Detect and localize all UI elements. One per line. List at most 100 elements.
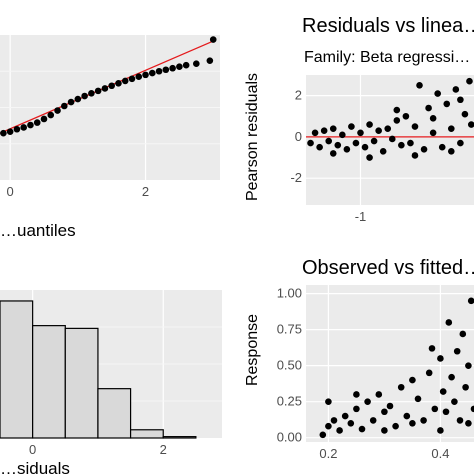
data-point xyxy=(47,111,55,119)
histogram-bar xyxy=(162,436,197,439)
data-point xyxy=(94,87,102,95)
data-point xyxy=(311,129,319,137)
data-point xyxy=(369,417,377,424)
data-point xyxy=(348,123,355,130)
data-point xyxy=(447,148,455,155)
y-tick-label: 1.00 xyxy=(277,286,302,301)
observed-fitted-ylabel: Response xyxy=(244,314,261,386)
data-point xyxy=(445,319,453,326)
data-point xyxy=(428,345,436,352)
data-point xyxy=(393,106,401,114)
data-point xyxy=(353,405,360,413)
qq-plot-xlabel: …uantiles xyxy=(0,221,76,240)
data-point xyxy=(20,124,27,131)
data-point xyxy=(0,129,7,137)
x-tick-label: 2 xyxy=(142,184,149,199)
data-point xyxy=(425,369,433,377)
data-point xyxy=(437,355,444,362)
data-point xyxy=(81,92,88,100)
data-point xyxy=(402,112,410,120)
data-point xyxy=(439,388,447,395)
data-point xyxy=(431,405,439,413)
data-point xyxy=(457,139,464,147)
data-point xyxy=(352,139,360,147)
data-point xyxy=(409,419,416,427)
x-tick-label: 0 xyxy=(29,442,36,457)
data-point xyxy=(459,330,467,338)
residuals-panel: Residuals vs linea… Family: Beta regress… xyxy=(244,15,474,224)
data-point xyxy=(357,129,364,137)
histogram-bar xyxy=(97,388,132,439)
observed-fitted-grid xyxy=(306,285,474,442)
data-point xyxy=(27,121,34,129)
data-point xyxy=(467,297,474,305)
data-point xyxy=(447,125,455,132)
data-point xyxy=(358,425,366,433)
x-tick-label: 0.4 xyxy=(431,446,449,461)
data-point xyxy=(135,73,143,80)
data-point xyxy=(347,419,355,427)
observed-fitted-background xyxy=(306,285,474,442)
histogram-bar xyxy=(129,429,164,439)
x-tick-label: 0.2 xyxy=(319,446,337,461)
data-point xyxy=(409,376,416,384)
data-point xyxy=(115,80,122,87)
data-point xyxy=(453,347,461,355)
data-point xyxy=(366,121,373,128)
data-point xyxy=(108,82,115,90)
data-point xyxy=(434,90,441,97)
data-point xyxy=(128,75,136,83)
data-point xyxy=(40,115,48,123)
histogram-marks xyxy=(0,300,197,439)
data-point xyxy=(452,86,460,93)
data-point xyxy=(176,63,183,71)
data-point xyxy=(467,121,474,128)
data-point xyxy=(162,66,170,74)
residuals-ylabel: Pearson residuals xyxy=(244,73,261,201)
qq-plot-marks xyxy=(0,36,217,137)
data-point xyxy=(429,115,437,122)
data-point xyxy=(398,141,405,149)
data-point xyxy=(155,67,163,75)
data-point xyxy=(316,143,323,151)
data-point xyxy=(366,154,373,161)
data-point xyxy=(392,422,399,430)
data-point xyxy=(442,408,450,416)
data-point xyxy=(353,391,360,398)
data-point xyxy=(375,127,382,135)
data-point xyxy=(206,57,214,64)
data-point xyxy=(411,152,419,159)
data-point xyxy=(429,129,437,137)
data-point xyxy=(393,117,401,124)
data-point xyxy=(407,139,414,147)
data-point xyxy=(121,77,129,85)
data-point xyxy=(320,127,328,135)
data-point xyxy=(437,427,444,434)
data-point xyxy=(443,100,451,108)
histogram-bar xyxy=(32,325,66,439)
data-point xyxy=(466,77,473,85)
data-point xyxy=(325,422,332,430)
data-point xyxy=(379,148,387,155)
data-point xyxy=(169,64,176,72)
observed-fitted-title: Observed vs fitted… xyxy=(302,257,474,279)
data-point xyxy=(13,125,21,133)
data-point xyxy=(343,145,351,153)
data-point xyxy=(370,137,378,145)
data-point xyxy=(457,96,464,104)
data-point xyxy=(74,95,82,103)
data-point xyxy=(375,391,383,398)
data-point xyxy=(461,110,469,118)
y-tick-label: 0.75 xyxy=(277,322,302,337)
data-point xyxy=(341,412,349,420)
data-point xyxy=(364,398,371,405)
data-point xyxy=(182,61,190,69)
residuals-ticks: -1 2 0 -2 xyxy=(290,88,366,224)
data-point xyxy=(456,417,464,424)
data-point xyxy=(336,427,343,434)
y-tick-label: 2 xyxy=(295,88,302,103)
data-point xyxy=(88,90,95,97)
